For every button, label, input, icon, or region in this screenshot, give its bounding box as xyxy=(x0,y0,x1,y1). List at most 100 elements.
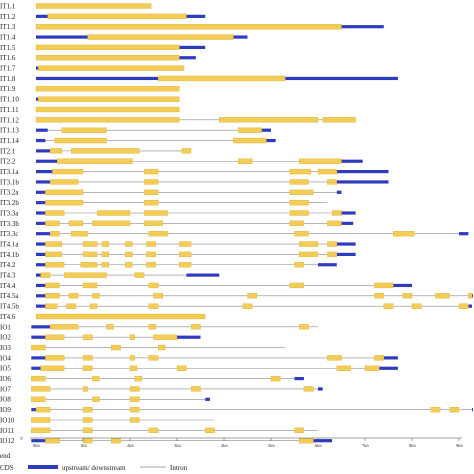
gene-label: IT1.1 xyxy=(0,2,16,10)
gene-row: IO1 xyxy=(0,323,318,331)
cds-block xyxy=(35,44,180,51)
cds-block xyxy=(143,220,164,227)
cds-block xyxy=(111,344,121,351)
cds-block xyxy=(57,158,133,164)
cds-block xyxy=(402,293,413,299)
gene-label: IT1.11 xyxy=(0,106,19,114)
cds-block xyxy=(31,396,46,402)
cds-block xyxy=(66,303,77,309)
cds-block xyxy=(219,117,319,123)
cds-block xyxy=(45,220,60,227)
gene-row: IT3.3b xyxy=(0,220,354,228)
axis-tick-label: 9kb xyxy=(456,443,464,448)
cds-block xyxy=(374,355,384,361)
axis-tick-label: 7kb xyxy=(362,443,370,448)
utr-block xyxy=(341,159,363,163)
cds-block xyxy=(247,293,258,299)
cds-block xyxy=(96,210,131,216)
cds-block xyxy=(45,303,58,309)
utr-block xyxy=(36,273,41,277)
axis-ticks: 0kb 1kb 2kb 3kb 4kb 5kb 6kb 7kb 8kb 9kb xyxy=(33,438,464,448)
cds-block xyxy=(134,272,145,278)
legend-intron-label: Intron xyxy=(170,464,188,472)
cds-block xyxy=(35,117,180,123)
gene-row: IT4.6 xyxy=(0,313,206,321)
legend-utr-label: upstream/ downstream xyxy=(62,464,126,472)
cds-block xyxy=(45,251,63,258)
cds-block xyxy=(299,324,309,330)
gene-row: IO12 xyxy=(0,437,333,445)
utr-block xyxy=(336,170,389,174)
utr-block xyxy=(36,232,51,236)
gene-label: IT3.1a xyxy=(0,168,19,176)
cds-block xyxy=(129,334,135,340)
axis-tick-label: 8kb xyxy=(409,443,417,448)
utr-block xyxy=(336,242,356,246)
cds-block xyxy=(129,365,138,371)
cds-block xyxy=(31,417,51,423)
legend-cds-label: CDS xyxy=(0,464,14,472)
utr-block xyxy=(341,25,384,29)
utr-block xyxy=(459,232,469,236)
utr-block xyxy=(336,190,342,194)
utr-block xyxy=(205,397,210,401)
cds-block xyxy=(270,375,281,382)
gene-row: IT1.3 xyxy=(0,23,384,31)
cds-block xyxy=(87,34,234,40)
utr-block xyxy=(261,128,271,132)
utr-block xyxy=(36,252,46,256)
gene-row: IO11 xyxy=(0,427,318,435)
gene-label: IT4.3 xyxy=(0,272,16,280)
cds-block xyxy=(158,344,166,351)
utr-block xyxy=(36,149,51,153)
gene-row: IT3.1a xyxy=(0,168,389,176)
axis-tick-label: 0kb xyxy=(33,443,41,448)
utr-block xyxy=(383,356,398,360)
utr-block xyxy=(36,14,48,18)
cds-block xyxy=(458,303,469,309)
cds-block xyxy=(31,386,51,392)
cds-block xyxy=(82,355,93,361)
gene-label: IT1.5 xyxy=(0,44,16,52)
gene-label: IT4.5b xyxy=(0,303,19,311)
cds-block xyxy=(143,189,159,195)
cds-block xyxy=(303,386,314,392)
cds-block xyxy=(31,375,46,382)
cds-block xyxy=(45,189,84,195)
gene-row: IT4.5b xyxy=(0,303,472,311)
gene-label: IO7 xyxy=(0,385,11,393)
gene-row: IT4.1b xyxy=(0,251,356,259)
gene-label: IT2.1 xyxy=(0,147,16,155)
cds-block xyxy=(294,262,305,268)
cds-block xyxy=(45,199,84,206)
cds-block xyxy=(129,386,140,392)
utr-block xyxy=(468,304,472,308)
cds-block xyxy=(468,293,473,299)
cds-block xyxy=(143,210,168,216)
gene-row: IT3.3c xyxy=(0,230,469,238)
cds-block xyxy=(35,406,51,413)
gene-row: IT1.1 xyxy=(0,2,152,10)
gene-row: IT4.5a xyxy=(0,292,473,300)
gene-label: IT4.1a xyxy=(0,240,19,248)
cds-block xyxy=(45,241,63,247)
utr-block xyxy=(294,377,304,381)
cds-block xyxy=(80,262,98,268)
cds-block xyxy=(101,241,110,247)
cds-block xyxy=(92,220,131,227)
cds-block xyxy=(31,344,46,351)
cds-block xyxy=(148,282,159,289)
cds-block xyxy=(35,3,152,9)
legend-utr-swatch xyxy=(28,465,58,469)
cds-block xyxy=(299,158,342,164)
utr-block xyxy=(233,35,248,39)
gene-row: IO3 xyxy=(0,344,286,352)
utr-block xyxy=(266,138,276,143)
utr-block xyxy=(36,97,39,101)
cds-block xyxy=(64,272,107,278)
gene-label: IT4.1b xyxy=(0,251,19,259)
gene-label: IT3.2a xyxy=(0,189,19,197)
gene-label: IT1.3 xyxy=(0,23,16,31)
cds-block xyxy=(374,293,384,299)
cds-block xyxy=(125,241,133,247)
